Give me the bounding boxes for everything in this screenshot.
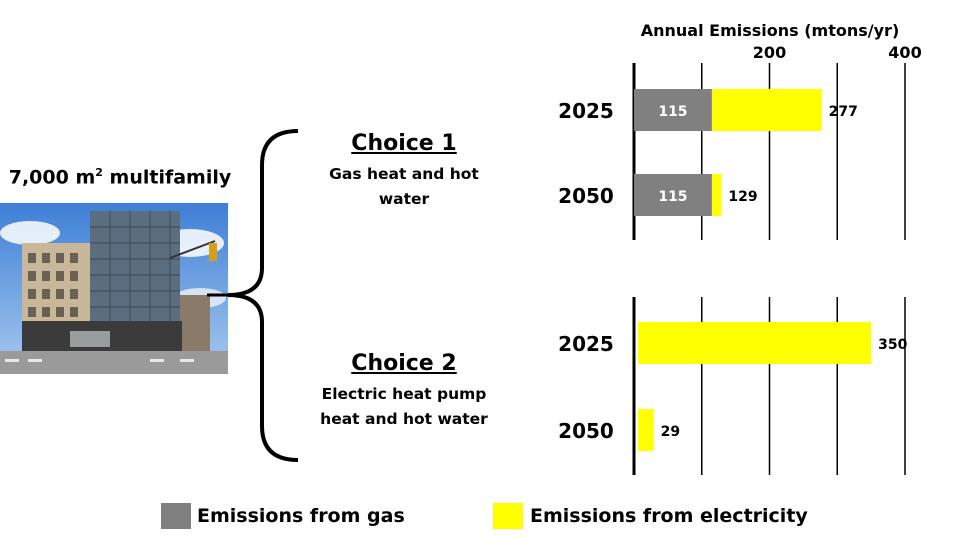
building-label-suffix: multifamily xyxy=(102,166,232,189)
bar-total-label-2-2025: 350 xyxy=(878,337,907,353)
year-label-1-2050: 2050 xyxy=(558,184,614,208)
bar-electricity-2-2025 xyxy=(638,322,872,364)
bar-total-label-1-2025: 277 xyxy=(829,104,858,120)
bar-gas-label-1-2025: 115 xyxy=(658,104,687,120)
building-label: 7,000 m2 multifamily xyxy=(0,166,240,188)
x-tick-label-400: 400 xyxy=(888,43,921,62)
choice-1-description-line-2: water xyxy=(378,190,430,208)
bar-electricity-1-2025 xyxy=(711,89,822,131)
building-label-prefix: 7,000 m xyxy=(8,166,96,189)
legend-electricity-swatch xyxy=(493,503,523,529)
building-label-superscript: 2 xyxy=(95,166,103,179)
x-tick-label-200: 200 xyxy=(753,43,786,62)
choice-1-description-line-1: Gas heat and hot xyxy=(329,165,479,183)
choice-1-description: Gas heat and hot water xyxy=(284,162,524,212)
legend-gas-label: Emissions from gas xyxy=(197,505,405,527)
legend-electricity-label: Emissions from electricity xyxy=(530,505,808,527)
year-label-2-2025: 2025 xyxy=(558,332,614,356)
bar-electricity-1-2050 xyxy=(711,174,722,216)
bar-gas-label-1-2050: 115 xyxy=(658,189,687,205)
building-photo xyxy=(0,203,228,374)
bar-total-label-2-2050: 29 xyxy=(661,424,680,440)
bar-total-label-1-2050: 129 xyxy=(728,189,757,205)
choice-1-title: Choice 1 xyxy=(351,131,457,156)
bar-gas-1-2050 xyxy=(634,174,712,216)
choice-2-description-line-1: Electric heat pump xyxy=(321,385,487,403)
choice-2-description: Electric heat pump heat and hot water xyxy=(284,382,524,432)
bar-gas-1-2025 xyxy=(634,89,712,131)
year-label-2-2050: 2050 xyxy=(558,419,614,443)
choice-2-title: Choice 2 xyxy=(351,351,457,376)
year-label-1-2025: 2025 xyxy=(558,99,614,123)
choice-bracket xyxy=(227,129,299,462)
chart-title: Annual Emissions (mtons/yr) xyxy=(641,21,900,40)
legend-gas-swatch xyxy=(161,503,191,529)
bar-electricity-2-2050 xyxy=(638,409,654,451)
choice-2-description-line-2: heat and hot water xyxy=(320,410,488,428)
